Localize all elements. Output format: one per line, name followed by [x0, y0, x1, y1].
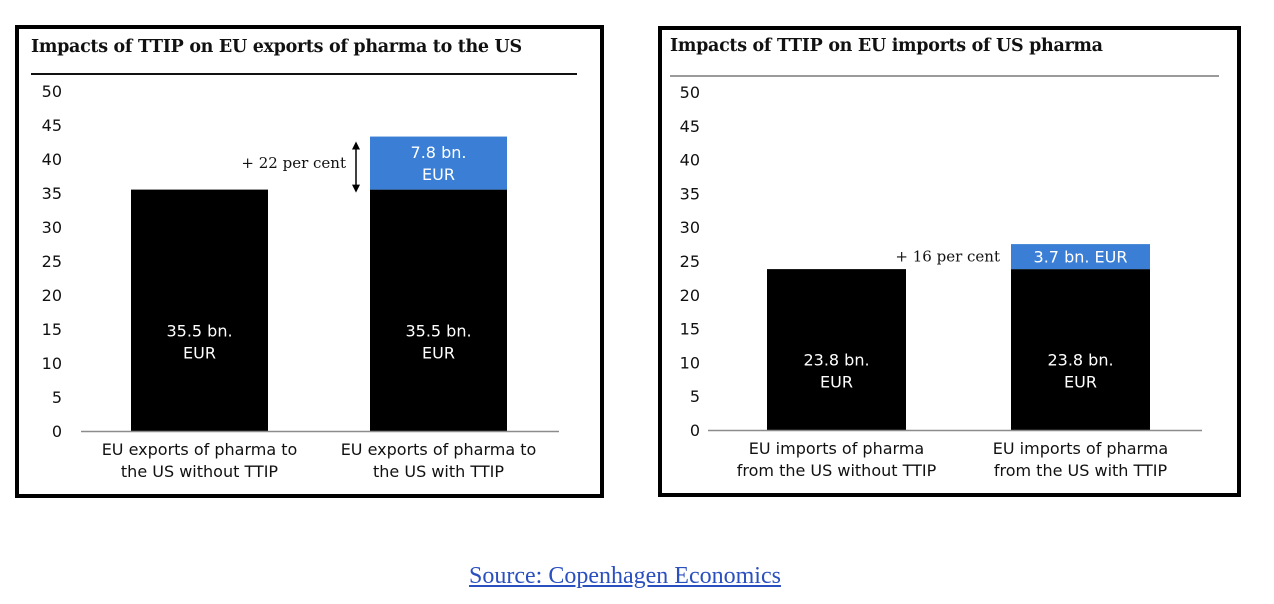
category-label: EU imports of pharma: [993, 439, 1168, 458]
title-divider: [670, 75, 1219, 77]
arrow-down-icon: [352, 184, 360, 193]
y-tick-label: 5: [690, 387, 700, 406]
y-tick-label: 40: [42, 150, 62, 169]
y-tick-label: 0: [52, 422, 62, 441]
y-tick-label: 35: [42, 184, 62, 203]
y-tick-label: 40: [680, 151, 700, 170]
bar-baseline: [767, 269, 906, 430]
bar-data-label: EUR: [422, 344, 455, 363]
bar-increment: [370, 136, 507, 190]
y-tick-label: 30: [42, 218, 62, 237]
y-tick-label: 25: [680, 252, 700, 271]
y-tick-label: 25: [42, 252, 62, 271]
exports-bar-chart: 0 5 10 15 20 25 30 35 40 45 50 35.5 bn. EUR EU export…: [42, 82, 559, 481]
bar-baseline: [1011, 269, 1150, 430]
y-tick-label: 35: [680, 184, 700, 203]
percent-change-annotation: + 16 per cent: [895, 248, 1000, 266]
y-tick-label: 50: [42, 82, 62, 101]
y-tick-label: 30: [680, 218, 700, 237]
category-label: EU exports of pharma to: [341, 440, 537, 459]
imports-chart-panel: Impacts of TTIP on EU imports of US phar…: [658, 26, 1241, 497]
bar-increment: [1011, 244, 1150, 270]
y-tick-label: 0: [690, 421, 700, 440]
chart-title: Impacts of TTIP on EU exports of pharma …: [31, 37, 522, 57]
y-tick-label: 10: [680, 353, 700, 372]
category-label: from the US with TTIP: [994, 461, 1168, 480]
y-tick-label: 15: [680, 320, 700, 339]
bar-data-label: 3.7 bn. EUR: [1034, 248, 1128, 267]
bar-data-label: 23.8 bn.: [803, 350, 869, 369]
category-label: EU imports of pharma: [749, 439, 924, 458]
source-link[interactable]: Source: Copenhagen Economics: [469, 563, 781, 589]
y-tick-label: 20: [680, 286, 700, 305]
title-divider: [31, 73, 577, 75]
y-tick-label: 45: [680, 117, 700, 136]
bar-data-label: 35.5 bn.: [166, 322, 232, 341]
bar-data-label: EUR: [820, 372, 853, 391]
bar-data-label: 35.5 bn.: [405, 322, 471, 341]
bar-data-label: EUR: [1064, 372, 1097, 391]
exports-chart-panel: Impacts of TTIP on EU exports of pharma …: [15, 25, 604, 498]
percent-change-annotation: + 22 per cent: [241, 154, 346, 172]
y-tick-label: 20: [42, 286, 62, 305]
arrow-up-icon: [352, 141, 360, 150]
category-label: the US with TTIP: [373, 462, 504, 481]
bar-data-label: 23.8 bn.: [1047, 350, 1113, 369]
y-tick-label: 50: [680, 83, 700, 102]
bar-data-label: 7.8 bn.: [411, 143, 467, 162]
category-label: the US without TTIP: [121, 462, 279, 481]
bar-data-label: EUR: [183, 344, 216, 363]
y-tick-label: 5: [52, 388, 62, 407]
category-label: EU exports of pharma to: [102, 440, 298, 459]
y-tick-label: 10: [42, 354, 62, 373]
bar-data-label: EUR: [422, 165, 455, 184]
imports-bar-chart: 0 5 10 15 20 25 30 35 40 45 50 23.8 bn. EUR EU import…: [680, 83, 1202, 480]
y-tick-label: 15: [42, 320, 62, 339]
category-label: from the US without TTIP: [737, 461, 937, 480]
chart-title: Impacts of TTIP on EU imports of US phar…: [670, 36, 1103, 56]
bar-baseline: [370, 189, 507, 431]
bar-baseline: [131, 189, 268, 431]
y-tick-label: 45: [42, 116, 62, 135]
